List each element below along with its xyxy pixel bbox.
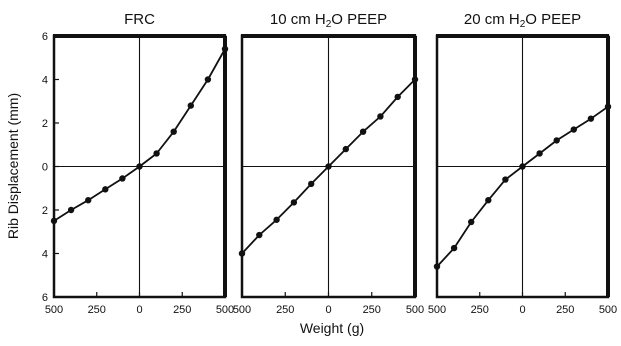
data-point	[587, 115, 595, 122]
panel-2: 500 250 0 250 500 10 cm H2O PEEP	[233, 11, 424, 316]
x-tick-label: 0	[519, 304, 525, 316]
data-point	[502, 176, 509, 183]
data-point	[238, 250, 246, 257]
x-tick-label: 250	[173, 304, 191, 316]
data-point	[485, 197, 492, 204]
panel-title-part: O PEEP	[331, 11, 387, 28]
x-tick-label: 250	[88, 304, 106, 316]
data-point	[377, 113, 384, 120]
panel-title-part: 10 cm H	[270, 11, 326, 28]
x-tick-label: 250	[363, 304, 381, 316]
data-point	[468, 218, 475, 226]
data-point	[273, 216, 280, 223]
panel-title-part: 2	[326, 19, 332, 30]
data-point	[204, 76, 212, 83]
y-tick-label: 0	[42, 162, 48, 174]
data-point	[553, 137, 560, 144]
data-point	[50, 217, 58, 225]
y-tick-label: 2	[42, 118, 48, 130]
x-axis-title: Weight (g)	[300, 320, 364, 336]
data-point	[536, 150, 543, 157]
x-tick-label: 250	[276, 304, 294, 316]
data-point	[187, 102, 194, 109]
data-point	[256, 231, 263, 239]
x-tick-label: 0	[136, 304, 142, 316]
x-tick-label: 0	[325, 304, 331, 316]
data-point	[325, 163, 332, 170]
panel-3: 500 250 0 250 500 20 cm H2O PEEP	[428, 11, 617, 316]
panel-title: FRC	[124, 11, 155, 28]
x-tick-label: 500	[216, 304, 234, 316]
panel-1: 500 250 0 250 500 FRC	[45, 11, 234, 316]
data-point	[102, 186, 109, 193]
x-tick-label: 500	[428, 304, 446, 316]
data-point	[136, 163, 143, 170]
panel-title-part: FRC	[124, 11, 155, 28]
data-point	[342, 145, 349, 153]
data-point	[67, 206, 75, 214]
data-point	[433, 263, 441, 270]
x-tick-label: 500	[45, 304, 63, 316]
data-point	[450, 244, 458, 252]
y-tick-label: 4	[42, 249, 48, 261]
data-point	[85, 197, 92, 204]
data-point	[308, 180, 315, 188]
y-axis: 6 4 2 0 2 4 6	[42, 31, 59, 304]
data-point	[411, 76, 419, 83]
data-point	[604, 103, 612, 110]
x-tick-label: 500	[599, 304, 617, 316]
panel-title: 10 cm H2O PEEP	[270, 11, 387, 30]
data-point	[570, 126, 577, 133]
panel-title-part: 2	[520, 19, 526, 30]
data-point	[153, 150, 160, 157]
data-point	[170, 128, 177, 135]
y-tick-label: 6	[42, 31, 48, 43]
x-tick-label: 500	[406, 304, 424, 316]
x-tick-label: 250	[471, 304, 489, 316]
x-tick-label: 500	[233, 304, 251, 316]
data-point	[519, 163, 526, 170]
panel-title-part: 20 cm H	[464, 11, 520, 28]
x-tick-label: 250	[556, 304, 574, 316]
data-point	[394, 93, 401, 101]
panel-title-part: O PEEP	[525, 11, 581, 28]
data-point	[359, 128, 367, 135]
y-axis-title: Rib Displacement (mm)	[5, 93, 21, 239]
y-tick-label: 6	[42, 292, 48, 304]
data-point	[290, 199, 298, 206]
y-tick-label: 4	[42, 75, 48, 87]
panel-title: 20 cm H2O PEEP	[464, 11, 581, 30]
data-point	[221, 45, 229, 53]
data-point	[119, 175, 126, 182]
y-tick-label: 2	[42, 205, 48, 217]
